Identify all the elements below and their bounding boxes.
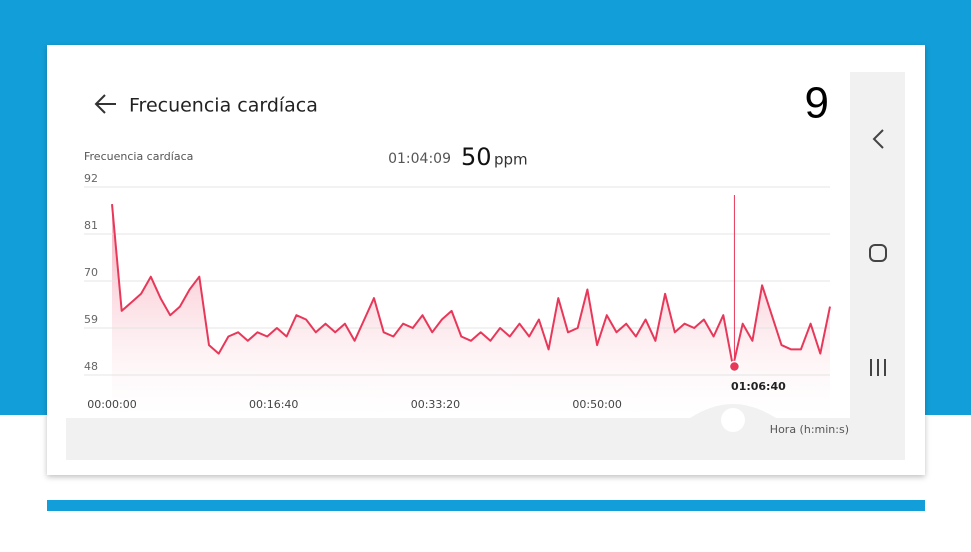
heart-rate-line [111, 204, 831, 368]
area [112, 204, 830, 415]
screen-title: Frecuencia cardíaca [129, 95, 318, 117]
nav-bar [850, 72, 905, 460]
nav-back[interactable] [872, 129, 884, 149]
y-tick-label: 81 [84, 219, 98, 232]
x-tick-label: 00:00:00 [87, 398, 136, 411]
page-number: 9 [805, 79, 829, 128]
nav-home[interactable] [869, 244, 887, 262]
y-axis-label: Frecuencia cardíaca [84, 150, 193, 163]
nav-recents[interactable] [870, 359, 886, 376]
footer-band [47, 500, 925, 511]
y-tick-label: 59 [84, 313, 98, 326]
cursor-label: 01:06:40 [731, 380, 786, 393]
selected-time: 01:04:09 [388, 151, 451, 167]
y-tick-label: 48 [84, 360, 98, 373]
x-tick-label: 00:50:00 [572, 398, 621, 411]
x-axis-label: Hora (h:min:s) [770, 423, 849, 436]
selected-unit: ppm [494, 151, 528, 169]
x-tick-label: 00:33:20 [411, 398, 460, 411]
y-tick-label: 92 [84, 172, 98, 185]
x-tick-label: 00:16:40 [249, 398, 298, 411]
bottom-strip [66, 418, 905, 460]
slider-handle[interactable] [721, 408, 745, 432]
selected-value: 50 [461, 143, 492, 171]
y-tick-label: 70 [84, 266, 98, 279]
back-arrow[interactable] [94, 94, 116, 114]
selected-point [728, 360, 741, 373]
